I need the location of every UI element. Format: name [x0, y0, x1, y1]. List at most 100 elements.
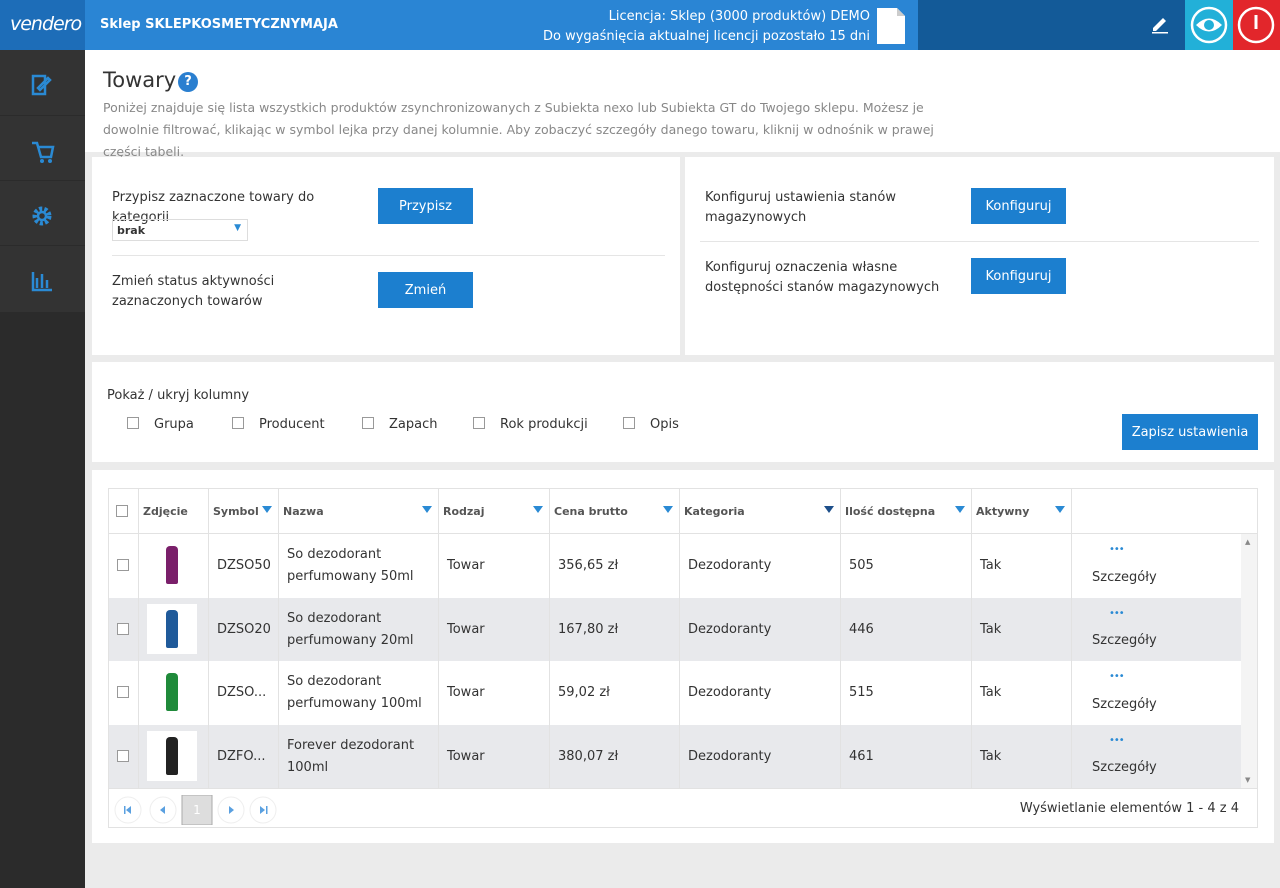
- row-menu[interactable]: •••: [1109, 735, 1124, 746]
- filter-icon[interactable]: [663, 506, 673, 513]
- availability-label: Konfiguruj oznaczenia własne dostępności…: [705, 258, 970, 298]
- table-panel: Zdjęcie Symbol Nazwa Rodzaj Cena brutto Kateg…: [92, 470, 1274, 843]
- table-cell: 356,65 zł: [550, 534, 680, 598]
- title-section: Towary ? Poniżej znajduje się lista wszy…: [85, 50, 1280, 152]
- table-cell: Tak: [972, 661, 1072, 725]
- header-text: Aktywny: [976, 505, 1029, 518]
- table-cell: 461: [841, 725, 972, 788]
- product-bottle: [166, 737, 178, 775]
- header-text: Symbol: [213, 505, 259, 518]
- table-cell: So dezodorant perfumowany 20ml: [279, 598, 439, 661]
- logout-button[interactable]: [1233, 0, 1280, 50]
- category-select[interactable]: brak▼: [112, 219, 248, 241]
- filter-icon[interactable]: [533, 506, 543, 513]
- page-description: Poniżej znajduje się lista wszystkich pr…: [103, 97, 973, 163]
- cell: [109, 598, 139, 661]
- table-cell: Towar: [439, 725, 550, 788]
- pager-summary: Wyświetlanie elementów 1 - 4 z 4: [1020, 801, 1239, 816]
- column-header: Nazwa: [279, 489, 439, 534]
- column-header: Rodzaj: [439, 489, 550, 534]
- status-button[interactable]: Zmień: [378, 272, 473, 308]
- filter-icon[interactable]: [824, 506, 834, 513]
- filter-icon[interactable]: [1055, 506, 1065, 513]
- columns-title: Pokaż / ukryj kolumny: [107, 386, 249, 406]
- products-table: Zdjęcie Symbol Nazwa Rodzaj Cena brutto Kateg…: [108, 488, 1258, 828]
- product-image: [147, 731, 197, 781]
- column-checkbox[interactable]: [127, 417, 139, 429]
- table-cell: Towar: [439, 598, 550, 661]
- column-header: Ilość dostępna: [841, 489, 972, 534]
- table-cell: Tak: [972, 725, 1072, 788]
- preview-button[interactable]: [1185, 0, 1233, 50]
- table-cell: So dezodorant perfumowany 50ml: [279, 534, 439, 598]
- cell: [109, 725, 139, 788]
- row-menu[interactable]: •••: [1109, 671, 1124, 682]
- row-menu[interactable]: •••: [1109, 544, 1124, 555]
- column-checkbox[interactable]: [232, 417, 244, 429]
- filter-icon[interactable]: [422, 506, 432, 513]
- column-option: Rok produkcji: [500, 415, 588, 435]
- header-text: Zdjęcie: [143, 505, 188, 518]
- select-all-checkbox[interactable]: [116, 505, 128, 517]
- column-checkbox[interactable]: [623, 417, 635, 429]
- category-panel: Przypisz zaznaczone towary do kategorii …: [92, 157, 680, 355]
- table-cell: DZSO...: [209, 661, 279, 725]
- column-header: Aktywny: [972, 489, 1072, 534]
- column-checkbox[interactable]: [473, 417, 485, 429]
- column-option: Opis: [650, 415, 679, 435]
- filter-icon[interactable]: [262, 506, 272, 513]
- table-cell: 505: [841, 534, 972, 598]
- current-page[interactable]: 1: [182, 803, 212, 817]
- product-image: [147, 540, 197, 590]
- scrollbar[interactable]: ▲▼: [1241, 534, 1257, 788]
- stock-button[interactable]: Konfiguruj: [971, 188, 1066, 224]
- table-cell: 446: [841, 598, 972, 661]
- table-cell: DZFO...: [209, 725, 279, 788]
- details-link[interactable]: Szczegóły: [1092, 697, 1157, 712]
- pager: 1 Wyświetlanie elementów 1 - 4 z 4: [109, 788, 1257, 828]
- table-row: DZSO50So dezodorant perfumowany 50mlTowa…: [109, 534, 1241, 598]
- column-header: Cena brutto: [550, 489, 680, 534]
- table-row: DZFO...Forever dezodorant 100mlTowar380,…: [109, 725, 1241, 788]
- cell: [109, 661, 139, 725]
- license-bg: [918, 0, 1185, 50]
- save-button[interactable]: Zapisz ustawienia: [1122, 414, 1258, 450]
- filter-icon[interactable]: [955, 506, 965, 513]
- details-link[interactable]: Szczegóły: [1092, 633, 1157, 648]
- logo[interactable]: vendero: [10, 13, 81, 35]
- expiry: Do wygaśnięcia aktualnej licencji pozost…: [543, 27, 870, 47]
- header-text: Kategoria: [684, 505, 745, 518]
- availability-button[interactable]: Konfiguruj: [971, 258, 1066, 294]
- edit-icon[interactable]: [1150, 14, 1170, 34]
- document-icon[interactable]: [877, 8, 905, 44]
- table-cell: So dezodorant perfumowany 100ml: [279, 661, 439, 725]
- column-header: Symbol: [209, 489, 279, 534]
- status-label: Zmień status aktywności zaznaczonych tow…: [112, 272, 362, 312]
- table-cell: Dezodoranty: [680, 725, 841, 788]
- table-cell: DZSO50: [209, 534, 279, 598]
- table-row: DZSO...So dezodorant perfumowany 100mlTo…: [109, 661, 1241, 725]
- sidebar-menu: [0, 50, 85, 312]
- table-cell: Forever dezodorant 100ml: [279, 725, 439, 788]
- table-cell: DZSO20: [209, 598, 279, 661]
- column-checkbox[interactable]: [362, 417, 374, 429]
- table-header: Zdjęcie Symbol Nazwa Rodzaj Cena brutto Kateg…: [109, 489, 1257, 534]
- header-text: Rodzaj: [443, 505, 485, 518]
- column-header: Kategoria: [680, 489, 841, 534]
- product-bottle: [166, 610, 178, 648]
- table-cell: Towar: [439, 534, 550, 598]
- header: vendero Sklep SKLEPKOSMETYCZNYMAJA Licen…: [0, 0, 1280, 50]
- help-icon[interactable]: ?: [178, 72, 198, 92]
- column-option: Grupa: [154, 415, 194, 435]
- table-cell: 380,07 zł: [550, 725, 680, 788]
- table-cell: 167,80 zł: [550, 598, 680, 661]
- row-menu[interactable]: •••: [1109, 608, 1124, 619]
- table-cell: 515: [841, 661, 972, 725]
- details-link[interactable]: Szczegóły: [1092, 760, 1157, 775]
- assign-button[interactable]: Przypisz: [378, 188, 473, 224]
- table-row: DZSO20So dezodorant perfumowany 20mlTowa…: [109, 598, 1241, 661]
- details-link[interactable]: Szczegóły: [1092, 570, 1157, 585]
- license-info: Licencja: Sklep (3000 produktów) DEMO Do…: [543, 7, 870, 47]
- table-cell: 59,02 zł: [550, 661, 680, 725]
- cell: [109, 534, 139, 598]
